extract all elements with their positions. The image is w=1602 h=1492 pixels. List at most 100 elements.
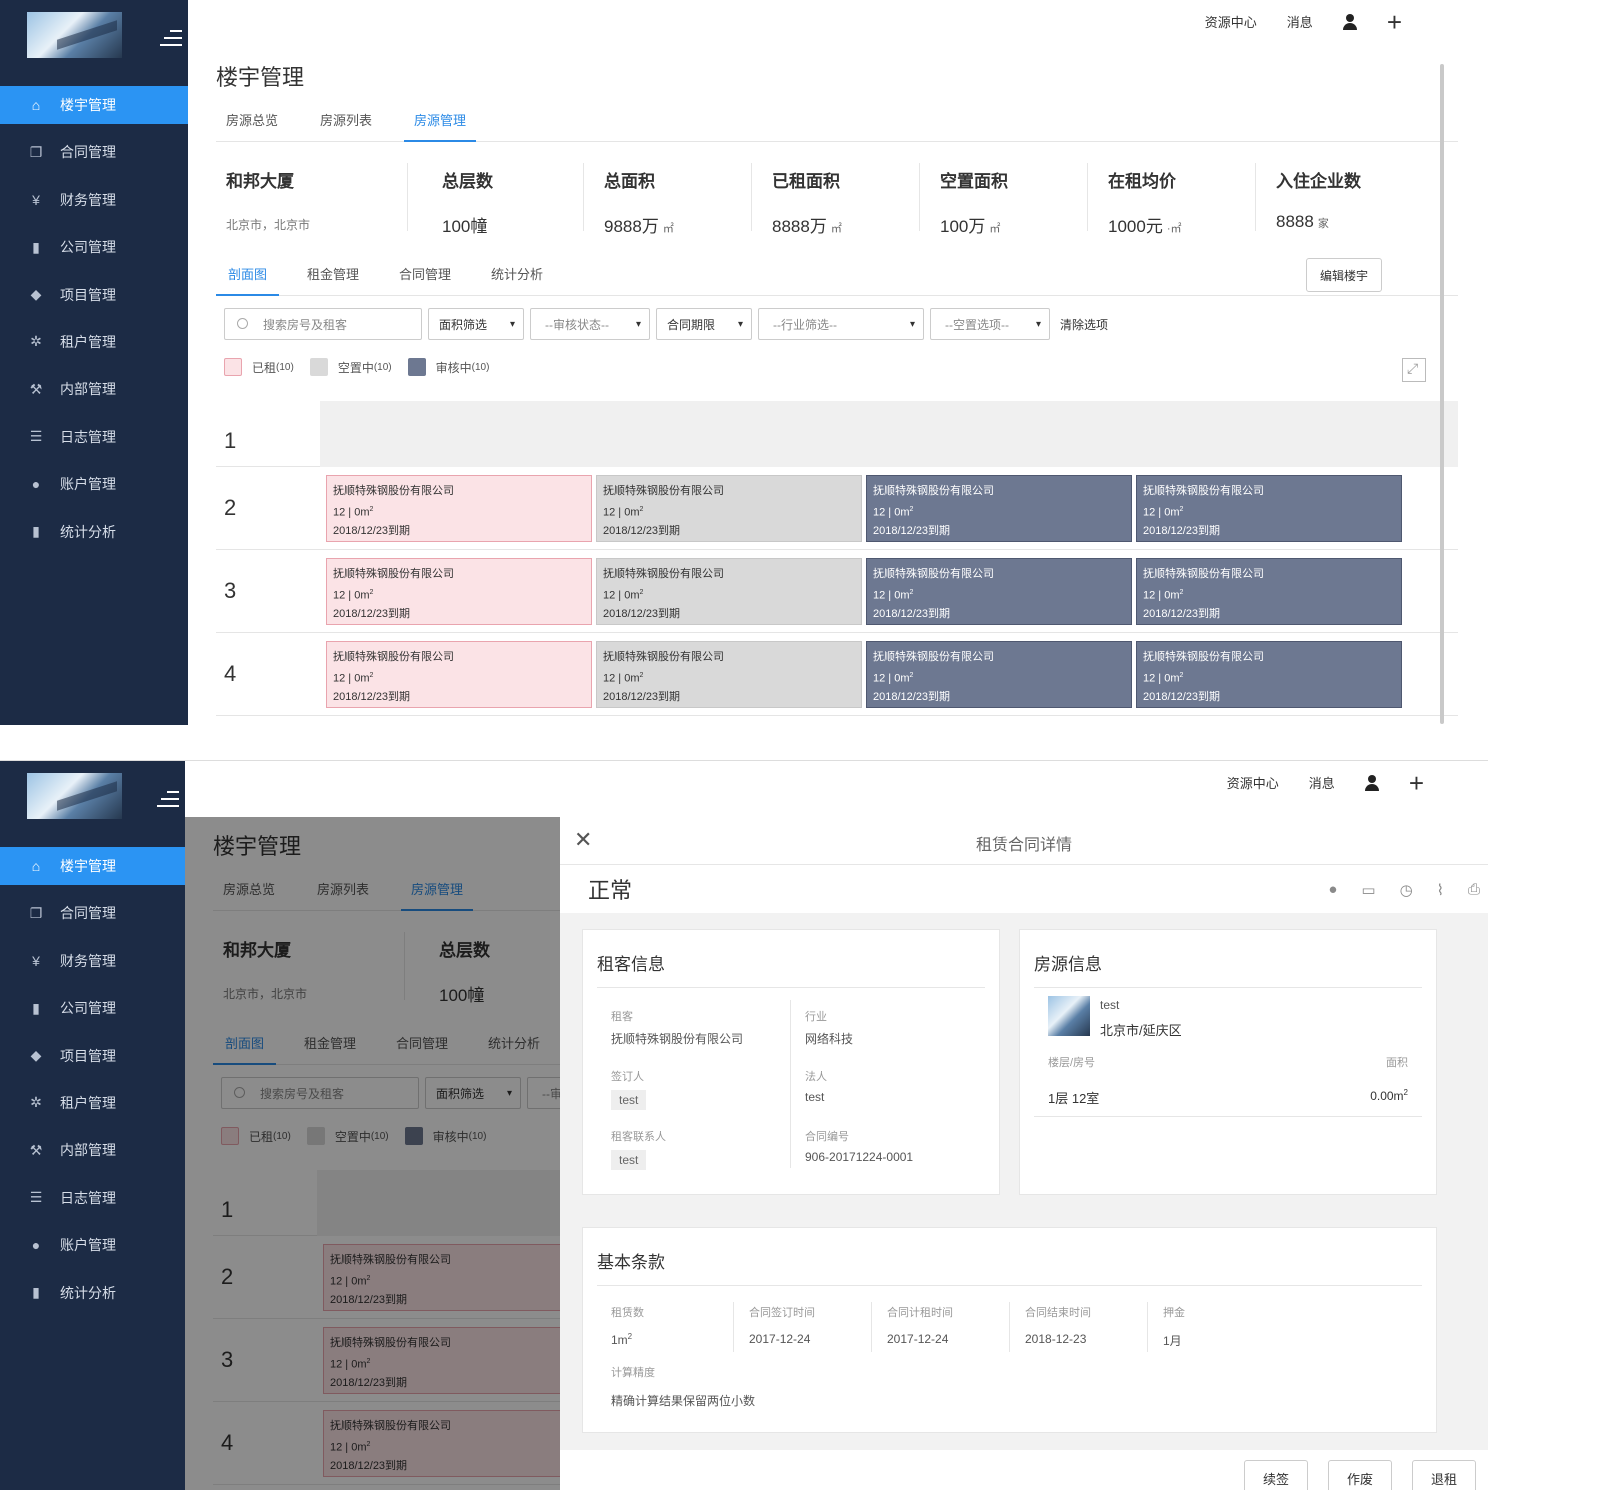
print-icon[interactable]: ⎙ xyxy=(1467,881,1480,898)
user-icon[interactable] xyxy=(1364,774,1379,791)
stat-value: 1000元 ·㎡ xyxy=(1108,212,1255,237)
clear-filters-link[interactable]: 清除选项 xyxy=(1060,317,1109,332)
sidebar-item-finance[interactable]: ¥ 财务管理 xyxy=(0,942,185,980)
industry-select[interactable]: --行业筛选-- xyxy=(758,308,924,340)
room-card[interactable]: 抚顺特殊钢股份有限公司 12 | 0m2 2018/12/23到期 xyxy=(323,1327,560,1394)
floor-row: 1 xyxy=(213,1169,560,1236)
room-area: 12 | 0m2 xyxy=(1143,501,1395,522)
sidebar-item-internal[interactable]: ⚒ 内部管理 xyxy=(29,1141,116,1159)
audit-status-select[interactable]: --审核状态-- xyxy=(530,308,650,340)
scrollbar[interactable] xyxy=(1440,64,1444,724)
add-icon[interactable]: + xyxy=(1386,6,1402,37)
sidebar-item-tenant[interactable]: ✲ 租户管理 xyxy=(0,1084,185,1122)
sidebar-item-contract[interactable]: ❐ 合同管理 xyxy=(29,143,116,161)
sidebar-item-finance[interactable]: ¥ 财务管理 xyxy=(0,181,188,219)
sidebar-item-building[interactable]: ⌂ 楼宇管理 xyxy=(0,86,188,124)
sidebar-item-contract[interactable]: ❐ 合同管理 xyxy=(29,904,116,922)
tab-statistics[interactable]: 统计分析 xyxy=(488,1036,541,1051)
room-card[interactable]: 抚顺特殊钢股份有限公司 12 | 0m2 2018/12/23到期 xyxy=(326,475,592,542)
edit-building-button[interactable]: 编辑楼宇 xyxy=(1306,258,1382,292)
sidebar-item-account[interactable]: ● 账户管理 xyxy=(0,1226,185,1264)
room-card[interactable]: 抚顺特殊钢股份有限公司 12 | 0m2 2018/12/23到期 xyxy=(1136,641,1402,708)
sidebar-item-company[interactable]: ▮ 公司管理 xyxy=(0,228,188,266)
tab-rent[interactable]: 租金管理 xyxy=(304,1036,357,1051)
resource-center-link[interactable]: 资源中心 xyxy=(1204,15,1257,30)
tab-section-view[interactable]: 剖面图 xyxy=(213,1027,277,1065)
tab-contract[interactable]: 合同管理 xyxy=(399,267,452,282)
sidebar-item-company[interactable]: ▮ 公司管理 xyxy=(0,989,185,1027)
tab-overview[interactable]: 房源总览 xyxy=(223,882,276,897)
menu-toggle-icon[interactable] xyxy=(157,791,179,809)
room-card[interactable]: 抚顺特殊钢股份有限公司 12 | 0m2 2018/12/23到期 xyxy=(596,558,862,625)
vacancy-select[interactable]: --空置选项-- xyxy=(930,308,1050,340)
tab-contract[interactable]: 合同管理 xyxy=(396,1036,449,1051)
clock-icon[interactable]: ◷ xyxy=(1399,882,1413,899)
sidebar-item-log[interactable]: ☰ 日志管理 xyxy=(29,1189,116,1206)
search-input[interactable]: 搜索房号及租客 xyxy=(221,1077,419,1109)
legend-vacant: 空置中 (10) xyxy=(309,358,392,376)
room-company: 抚顺特殊钢股份有限公司 xyxy=(1143,485,1264,497)
person-icon[interactable]: ● xyxy=(1328,881,1338,898)
page-title: 楼宇管理 xyxy=(216,65,305,90)
comment-icon[interactable]: ▭ xyxy=(1361,882,1376,899)
area-filter-button[interactable]: 面积筛选 xyxy=(425,1077,521,1109)
tab-rent[interactable]: 租金管理 xyxy=(307,267,360,282)
void-button[interactable]: 作废 xyxy=(1328,1460,1392,1490)
room-card[interactable]: 抚顺特殊钢股份有限公司 12 | 0m2 2018/12/23到期 xyxy=(1136,475,1402,542)
area-filter-button[interactable]: 面积筛选 xyxy=(428,308,524,340)
room-card[interactable]: 抚顺特殊钢股份有限公司 12 | 0m2 2018/12/23到期 xyxy=(866,558,1132,625)
terminate-lease-button[interactable]: 退租 xyxy=(1412,1460,1476,1490)
sidebar-item-building[interactable]: ⌂ 楼宇管理 xyxy=(0,847,185,885)
audit-status-select[interactable]: --审核状态-- xyxy=(527,1077,560,1109)
tab-section-view[interactable]: 剖面图 xyxy=(216,258,280,296)
room-card[interactable]: 抚顺特殊钢股份有限公司 12 | 0m2 2018/12/23到期 xyxy=(866,641,1132,708)
user-icon[interactable] xyxy=(1342,13,1357,30)
close-icon[interactable]: ✕ xyxy=(574,827,593,852)
sidebar-item-tenant[interactable]: ✲ 租户管理 xyxy=(0,323,188,361)
stat-number: 1000元 xyxy=(1108,217,1163,236)
tab-list[interactable]: 房源列表 xyxy=(317,882,370,897)
room-company: 抚顺特殊钢股份有限公司 xyxy=(333,568,454,580)
expand-icon[interactable] xyxy=(1402,358,1426,382)
messages-link[interactable]: 消息 xyxy=(1308,776,1335,791)
page-title: 楼宇管理 xyxy=(213,834,302,859)
room-card[interactable]: 抚顺特殊钢股份有限公司 12 | 0m2 2018/12/23到期 xyxy=(323,1410,560,1477)
add-icon[interactable]: + xyxy=(1408,767,1424,798)
resource-center-link[interactable]: 资源中心 xyxy=(1226,776,1279,791)
tab-overview[interactable]: 房源总览 xyxy=(226,113,279,128)
sidebar-item-internal[interactable]: ⚒ 内部管理 xyxy=(29,380,116,398)
tab-list[interactable]: 房源列表 xyxy=(320,113,373,128)
room-list: 抚顺特殊钢股份有限公司 12 | 0m2 2018/12/23到期 xyxy=(323,1244,560,1311)
attachment-icon[interactable]: ⌇ xyxy=(1436,882,1444,899)
room-card[interactable]: 抚顺特殊钢股份有限公司 12 | 0m2 2018/12/23到期 xyxy=(326,558,592,625)
room-card[interactable]: 抚顺特殊钢股份有限公司 12 | 0m2 2018/12/23到期 xyxy=(596,641,862,708)
tab-manage[interactable]: 房源管理 xyxy=(401,875,474,911)
term-filter-button[interactable]: 合同期限 xyxy=(656,308,752,340)
sidebar-item-stats[interactable]: ▮ 统计分析 xyxy=(0,513,188,551)
menu-toggle-icon[interactable] xyxy=(160,30,182,48)
modal-backdrop[interactable] xyxy=(185,817,560,1490)
logo[interactable] xyxy=(27,773,122,819)
home-icon: ⌂ xyxy=(31,97,41,113)
room-area-value: 12 | 0m xyxy=(333,589,370,602)
search-input[interactable]: 搜索房号及租客 xyxy=(224,308,422,340)
room-card[interactable]: 抚顺特殊钢股份有限公司 12 | 0m2 2018/12/23到期 xyxy=(866,475,1132,542)
card-divider xyxy=(1147,1302,1148,1352)
room-card[interactable]: 抚顺特殊钢股份有限公司 12 | 0m2 2018/12/23到期 xyxy=(1136,558,1402,625)
room-card[interactable]: 抚顺特殊钢股份有限公司 12 | 0m2 2018/12/23到期 xyxy=(326,641,592,708)
room-card[interactable]: 抚顺特殊钢股份有限公司 12 | 0m2 2018/12/23到期 xyxy=(323,1244,560,1311)
stat-number: 100万 xyxy=(940,217,986,236)
tab-statistics[interactable]: 统计分析 xyxy=(491,267,544,282)
sidebar-item-project[interactable]: ◆ 项目管理 xyxy=(0,276,188,314)
sidebar-item-project[interactable]: ◆ 项目管理 xyxy=(0,1037,185,1075)
sidebar-item-log[interactable]: ☰ 日志管理 xyxy=(29,428,116,445)
messages-link[interactable]: 消息 xyxy=(1286,15,1313,30)
stat-label: 在租均价 xyxy=(1108,172,1176,191)
sidebar-item-account[interactable]: ● 账户管理 xyxy=(0,465,188,503)
tab-manage[interactable]: 房源管理 xyxy=(404,106,477,142)
sidebar-item-stats[interactable]: ▮ 统计分析 xyxy=(0,1274,185,1312)
room-card[interactable]: 抚顺特殊钢股份有限公司 12 | 0m2 2018/12/23到期 xyxy=(596,475,862,542)
logo[interactable] xyxy=(27,12,122,58)
field-value: 2017-12-24 xyxy=(887,1332,949,1346)
renew-button[interactable]: 续签 xyxy=(1244,1460,1308,1490)
